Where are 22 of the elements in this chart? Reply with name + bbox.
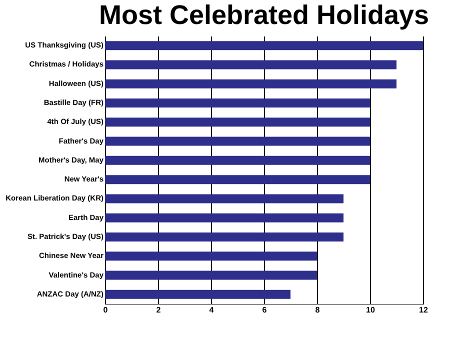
x-tick-label: 0 — [103, 306, 108, 314]
x-tick-label: 8 — [315, 306, 320, 314]
bar — [105, 270, 317, 280]
x-tick-label: 10 — [366, 306, 376, 314]
bar — [105, 41, 423, 50]
bar — [105, 290, 290, 299]
bar — [105, 213, 344, 222]
x-tick-label: 12 — [419, 306, 428, 314]
bar — [105, 252, 317, 261]
bar — [105, 60, 396, 70]
bar — [105, 98, 370, 108]
chart-title: Most Celebrated Holidays — [98, 0, 430, 30]
x-tick-label: 6 — [262, 306, 268, 314]
bar — [105, 194, 344, 204]
bar — [105, 232, 344, 242]
bar — [105, 118, 370, 127]
bar — [105, 79, 396, 88]
bar — [105, 136, 370, 146]
bar — [105, 156, 370, 165]
x-tick-label: 2 — [156, 306, 162, 314]
x-tick-label: 4 — [209, 306, 214, 314]
bar — [105, 175, 370, 184]
